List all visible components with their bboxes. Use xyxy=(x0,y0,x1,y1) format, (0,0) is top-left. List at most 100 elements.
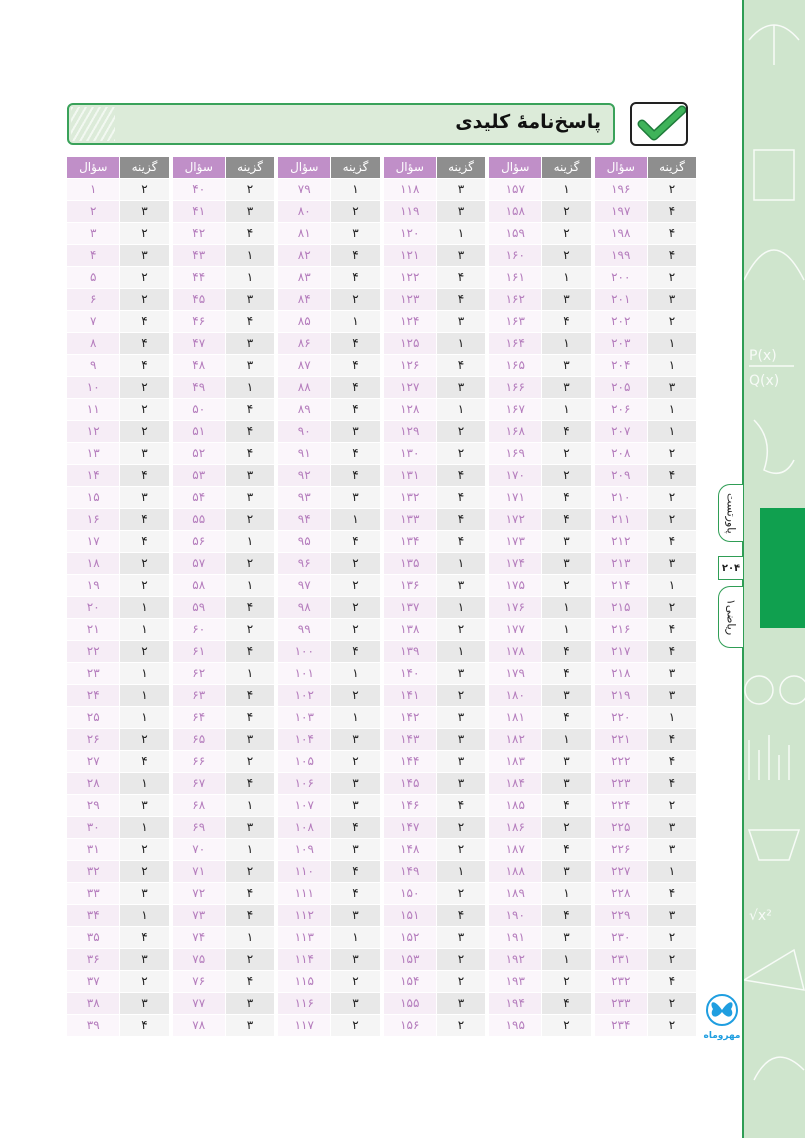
answer-option: ۳ xyxy=(541,377,591,398)
answer-option: ۳ xyxy=(435,245,485,266)
answer-option: ۴ xyxy=(224,597,274,618)
question-number: ۲۱۴ xyxy=(594,575,647,596)
question-number: ۱۲۴ xyxy=(383,311,436,332)
question-number: ۲۲۵ xyxy=(594,817,647,838)
question-number: ۱۵۴ xyxy=(383,971,436,992)
question-number: ۱۳۷ xyxy=(383,597,436,618)
answer-option: ۲ xyxy=(646,597,696,618)
question-number: ۱۳۹ xyxy=(383,641,436,662)
table-row: ۶۰ ۲ xyxy=(172,618,274,640)
answer-option: ۴ xyxy=(646,971,696,992)
question-number: ۳۴ xyxy=(67,905,120,926)
question-number: ۷۳ xyxy=(172,905,225,926)
table-row: ۹۲ ۴ xyxy=(278,464,380,486)
answer-option: ۲ xyxy=(119,839,169,860)
answer-option: ۲ xyxy=(541,443,591,464)
table-row: ۶۹ ۳ xyxy=(172,816,274,838)
question-number: ۱۵۹ xyxy=(489,223,542,244)
question-number: ۱۷۲ xyxy=(489,509,542,530)
table-row: ۱۵۹ ۲ xyxy=(489,222,591,244)
answer-option: ۲ xyxy=(435,839,485,860)
table-row: ۴۶ ۴ xyxy=(172,310,274,332)
answer-option: ۳ xyxy=(541,531,591,552)
answer-option: ۲ xyxy=(646,1015,696,1036)
table-row: ۱۴۶ ۴ xyxy=(383,794,485,816)
answer-option: ۲ xyxy=(646,949,696,970)
answer-option: ۳ xyxy=(435,993,485,1014)
table-row: ۸۷ ۴ xyxy=(278,354,380,376)
answer-option: ۴ xyxy=(435,531,485,552)
table-row: ۲۲۱ ۴ xyxy=(594,728,696,750)
question-number: ۵۹ xyxy=(172,597,225,618)
table-row: ۱۰۲ ۲ xyxy=(278,684,380,706)
table-row: ۶۶ ۲ xyxy=(172,750,274,772)
table-row: ۱۲۴ ۳ xyxy=(383,310,485,332)
answer-option: ۲ xyxy=(435,421,485,442)
answer-option: ۴ xyxy=(330,641,380,662)
answer-option: ۴ xyxy=(541,993,591,1014)
table-row: ۹۹ ۲ xyxy=(278,618,380,640)
question-number: ۱۵ xyxy=(67,487,120,508)
question-number: ۱۵۰ xyxy=(383,883,436,904)
answer-option: ۳ xyxy=(646,817,696,838)
question-number: ۳۸ xyxy=(67,993,120,1014)
subject-label: ریاضی۱ xyxy=(724,598,738,636)
question-number: ۹۷ xyxy=(278,575,331,596)
answer-option: ۲ xyxy=(224,861,274,882)
question-number: ۱۶۷ xyxy=(489,399,542,420)
table-row: ۱۷۹ ۴ xyxy=(489,662,591,684)
table-row: ۱۸۶ ۲ xyxy=(489,816,591,838)
answer-option: ۳ xyxy=(330,773,380,794)
table-row: ۱۲۶ ۴ xyxy=(383,354,485,376)
question-number: ۱۲۹ xyxy=(383,421,436,442)
answer-option: ۴ xyxy=(646,531,696,552)
question-number: ۱۷۵ xyxy=(489,575,542,596)
table-row: ۱۷۱ ۴ xyxy=(489,486,591,508)
table-row: ۱۳۲ ۴ xyxy=(383,486,485,508)
question-number: ۶۱ xyxy=(172,641,225,662)
answer-option: ۲ xyxy=(119,641,169,662)
question-number: ۱۴۱ xyxy=(383,685,436,706)
question-number: ۵۰ xyxy=(172,399,225,420)
question-number: ۱۱۱ xyxy=(278,883,331,904)
answer-group: سؤال گزینه ۱۵۷ ۱ ۱۵۸ ۲ ۱۵۹ ۲ ۱۶۰ ۲ ۱۶۱ ۱ ۱۶۲ ۳ ۱۶۳ ۴ ۱۶۴… xyxy=(489,157,591,1036)
table-row: ۸۲ ۴ xyxy=(278,244,380,266)
question-number: ۸۶ xyxy=(278,333,331,354)
answer-option: ۴ xyxy=(541,707,591,728)
question-number: ۹ xyxy=(67,355,120,376)
answer-option: ۳ xyxy=(435,179,485,200)
question-number: ۷۱ xyxy=(172,861,225,882)
question-number: ۱۳۲ xyxy=(383,487,436,508)
table-row: ۱۴۳ ۳ xyxy=(383,728,485,750)
answer-option: ۱ xyxy=(330,663,380,684)
question-header: سؤال xyxy=(67,157,120,178)
table-row: ۱۶۷ ۱ xyxy=(489,398,591,420)
answer-group: سؤال گزینه ۴۰ ۲ ۴۱ ۳ ۴۲ ۴ ۴۳ ۱ ۴۴ ۱ ۴۵ ۳ ۴۶ ۴ ۴۷ ۳ ۴۸ ۳ ۴۹ ۱ ۵… xyxy=(172,157,274,1036)
question-number: ۱۱۷ xyxy=(278,1015,331,1036)
answer-option: ۱ xyxy=(435,399,485,420)
question-number: ۳۵ xyxy=(67,927,120,948)
answer-option: ۳ xyxy=(435,773,485,794)
question-number: ۳۹ xyxy=(67,1015,120,1036)
question-number: ۵۱ xyxy=(172,421,225,442)
question-number: ۲۲۶ xyxy=(594,839,647,860)
question-number: ۴۳ xyxy=(172,245,225,266)
table-row: ۱۹ ۲ xyxy=(67,574,169,596)
answer-option: ۲ xyxy=(224,619,274,640)
answer-option: ۲ xyxy=(541,465,591,486)
question-number: ۱۴۴ xyxy=(383,751,436,772)
table-row: ۱۰۸ ۴ xyxy=(278,816,380,838)
question-number: ۱۹۹ xyxy=(594,245,647,266)
table-row: ۲۱ ۱ xyxy=(67,618,169,640)
question-number: ۹۹ xyxy=(278,619,331,640)
question-number: ۲۲۲ xyxy=(594,751,647,772)
question-number: ۱۶۹ xyxy=(489,443,542,464)
question-number: ۱۱۶ xyxy=(278,993,331,1014)
table-row: ۶۴ ۴ xyxy=(172,706,274,728)
question-number: ۱۵۷ xyxy=(489,179,542,200)
question-number: ۸۹ xyxy=(278,399,331,420)
question-number: ۲۰۳ xyxy=(594,333,647,354)
question-number: ۱۵۳ xyxy=(383,949,436,970)
